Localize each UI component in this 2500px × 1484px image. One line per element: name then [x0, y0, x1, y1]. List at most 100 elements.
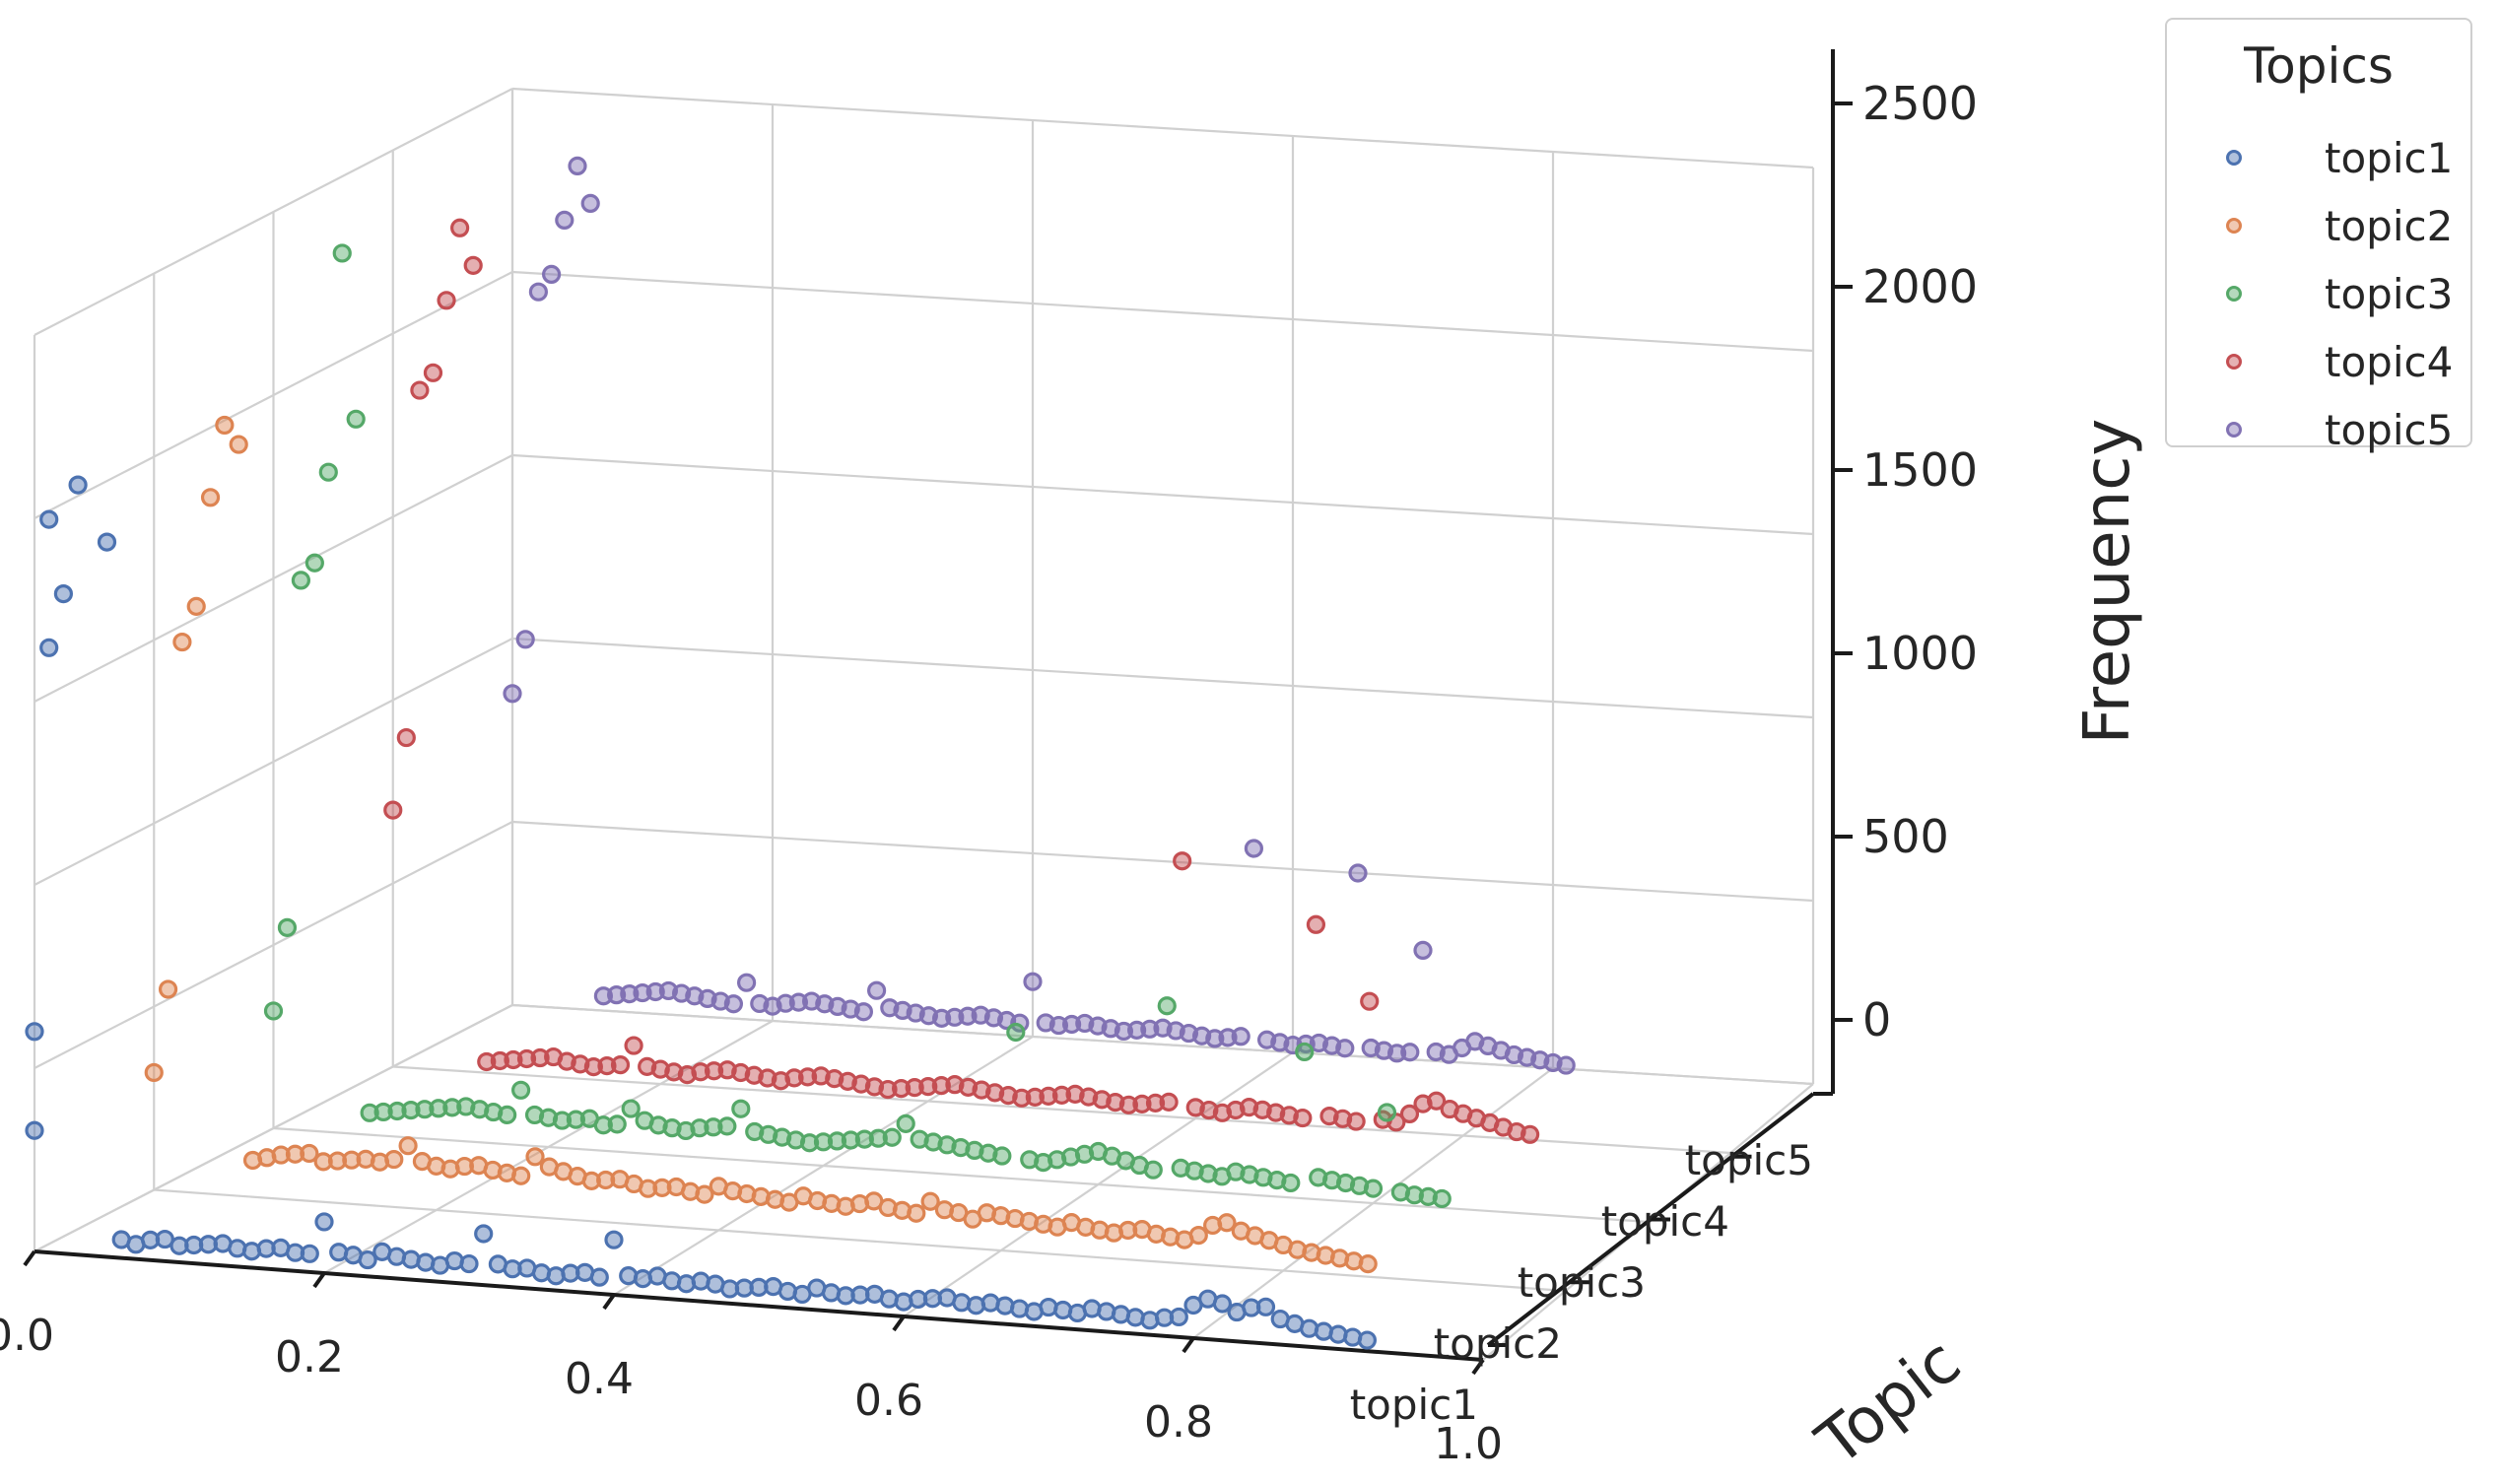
data-point — [387, 1101, 407, 1121]
data-point — [1255, 1297, 1276, 1316]
data-point — [1346, 1112, 1366, 1131]
grid-layer — [33, 87, 1815, 1362]
data-point — [358, 1249, 377, 1270]
data-point — [1413, 1094, 1433, 1113]
data-point — [704, 1061, 724, 1081]
data-point — [318, 462, 338, 482]
legend-item-topic1: topic1 — [2226, 128, 2453, 187]
data-point — [650, 1059, 670, 1079]
x-tick-label: 0.0 — [0, 1311, 54, 1361]
data-point — [568, 156, 587, 175]
data-point — [1143, 1160, 1163, 1180]
z-tick-label: 1500 — [1862, 443, 1978, 497]
data-point — [1118, 1095, 1138, 1114]
legend-marker — [2226, 422, 2242, 438]
data-point — [639, 1179, 658, 1198]
data-point — [1132, 1094, 1152, 1113]
data-point — [1212, 1294, 1233, 1314]
z-axis-title: Frequency — [2071, 419, 2144, 745]
x-tick-label: 0.4 — [565, 1354, 634, 1404]
data-point — [144, 1062, 164, 1083]
data-point — [797, 1067, 818, 1087]
data-point — [1140, 1019, 1160, 1039]
data-point — [571, 1054, 590, 1074]
data-point — [776, 993, 795, 1013]
data-point — [1065, 1084, 1085, 1104]
data-point — [277, 917, 298, 937]
data-point — [1205, 1029, 1225, 1048]
data-point — [1061, 1014, 1082, 1035]
data-point — [552, 1111, 573, 1130]
data-point — [300, 1143, 319, 1164]
y-axis-title: Topic — [1803, 1325, 1974, 1481]
data-point — [1358, 1254, 1378, 1274]
data-point — [450, 218, 470, 237]
data-point — [454, 1156, 474, 1177]
z-tick-label: 0 — [1862, 993, 1891, 1046]
series-topic2 — [144, 415, 1378, 1274]
data-point — [1348, 863, 1368, 883]
gridline-back-horizontal — [511, 270, 1814, 353]
data-point — [1295, 1042, 1315, 1062]
data-point — [838, 1071, 857, 1091]
data-point — [39, 638, 59, 657]
data-point — [474, 1224, 494, 1244]
data-point — [1185, 1098, 1205, 1117]
data-point — [1169, 1307, 1188, 1327]
data-point — [1010, 1013, 1030, 1033]
legend-title: Topics — [2244, 37, 2394, 95]
data-point — [415, 1100, 435, 1119]
data-point — [566, 1110, 586, 1129]
labels-layer: 0.0 0.2 0.4 0.6 0.8 1.0 0 500 1000 1500 2000 2500 to… — [0, 77, 2144, 1481]
data-point — [398, 1136, 418, 1156]
data-point — [799, 1133, 820, 1153]
data-point — [998, 1085, 1018, 1106]
data-point — [25, 1120, 44, 1140]
data-point — [695, 1184, 714, 1204]
data-point — [459, 1253, 479, 1274]
data-point — [1520, 1124, 1540, 1144]
legend-item-topic3: topic3 — [2226, 264, 2453, 323]
data-point — [607, 1114, 627, 1134]
legend-item-topic2: topic2 — [2226, 196, 2453, 255]
legend-label: topic4 — [2325, 337, 2454, 386]
data-point — [346, 409, 366, 429]
data-point — [866, 980, 887, 1000]
data-point — [25, 1022, 44, 1042]
gridline-back-horizontal — [511, 453, 1814, 536]
data-point — [907, 1203, 926, 1223]
data-point — [645, 981, 665, 1002]
data-point — [825, 1069, 845, 1089]
legend-label: topic5 — [2325, 405, 2454, 454]
data-point — [396, 727, 416, 748]
data-point — [1413, 940, 1433, 961]
data-point — [972, 1080, 991, 1100]
data-point — [1239, 1098, 1259, 1117]
legend-marker — [2226, 354, 2242, 370]
data-point — [652, 1178, 672, 1197]
data-point — [864, 1077, 885, 1097]
data-point — [1188, 1225, 1208, 1246]
data-point — [1279, 1106, 1299, 1125]
data-point — [291, 571, 310, 590]
data-point — [1266, 1103, 1286, 1122]
data-point — [633, 982, 652, 1003]
data-point — [606, 985, 627, 1005]
data-point — [1226, 1100, 1246, 1120]
legend-marker — [2226, 218, 2242, 234]
y-tick-label: topic2 — [1434, 1319, 1562, 1368]
gridline-floor-y — [511, 1003, 1814, 1086]
data-point — [788, 992, 809, 1012]
data-point — [868, 1128, 888, 1148]
x-tick — [602, 1293, 616, 1311]
x-tick — [312, 1271, 326, 1289]
data-point — [463, 255, 483, 275]
data-point — [1212, 1103, 1233, 1122]
data-point — [1012, 1088, 1032, 1108]
data-point — [985, 1083, 1005, 1103]
data-point — [1244, 839, 1264, 858]
data-point — [878, 1079, 898, 1100]
data-point — [442, 1098, 462, 1117]
data-point — [215, 415, 235, 436]
x-tick-label: 1.0 — [1434, 1419, 1503, 1469]
